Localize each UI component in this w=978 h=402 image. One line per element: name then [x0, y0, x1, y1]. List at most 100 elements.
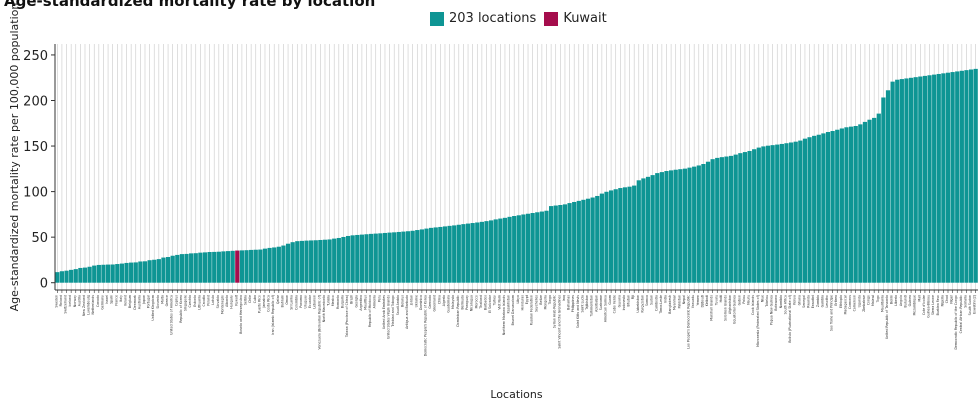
bar: [258, 249, 263, 283]
bar: [119, 263, 125, 283]
x-tick-label: Honduras: [520, 295, 524, 311]
x-tick-label: Somalia: [963, 295, 967, 308]
x-tick-label: Qatar: [276, 294, 280, 304]
x-tick-label: Zimbabwe: [862, 295, 866, 312]
x-tick-label: Rwanda: [807, 295, 811, 308]
x-tick-label: Turkey: [493, 295, 497, 306]
bar: [115, 264, 120, 283]
x-tick-label: Guinea: [908, 295, 912, 306]
bar: [715, 157, 720, 283]
bar: [516, 215, 521, 283]
legend-item-all: 203 locations: [430, 11, 536, 26]
bar: [895, 79, 900, 283]
x-tick-label: Jordan: [410, 295, 414, 306]
x-tick-label: Georgia: [354, 295, 358, 308]
bar: [590, 197, 595, 283]
bar: [355, 234, 360, 283]
bar: [281, 245, 286, 283]
bar: [138, 261, 143, 283]
bar: [401, 231, 406, 283]
x-tick-label: Kyrgyzstan: [640, 295, 644, 312]
bar: [936, 73, 941, 283]
bar: [350, 235, 355, 283]
x-tick-label: Netherlands: [91, 295, 95, 315]
x-tick-label: Nigeria: [940, 295, 944, 306]
bar: [765, 145, 771, 283]
bar: [129, 262, 134, 283]
bar: [369, 233, 374, 283]
bar: [544, 210, 549, 283]
bar: [622, 187, 628, 283]
x-tick-label: Bahrain: [280, 295, 284, 307]
bar: [908, 77, 914, 283]
bar: [165, 257, 171, 283]
bar: [530, 213, 535, 283]
x-tick-label: Lithuania: [197, 295, 201, 310]
bar: [295, 241, 300, 283]
x-tick-label: Madagascar: [843, 294, 847, 314]
bar: [862, 121, 868, 283]
bar: [87, 266, 92, 283]
x-tick-label: Mali: [917, 295, 921, 302]
y-tick-label: 200: [23, 94, 48, 109]
x-tick-label: Haiti: [719, 295, 723, 302]
bar: [465, 223, 471, 283]
bar: [59, 271, 65, 283]
x-tick-label: Lebanon: [313, 295, 317, 309]
bar: [110, 264, 115, 283]
x-tick-label: Bahamas: [567, 295, 571, 310]
x-tick-label: Kenya: [793, 295, 797, 305]
x-tick-label: Belarus: [400, 295, 404, 307]
x-tick-label: Fiji: [631, 295, 635, 299]
bar: [664, 171, 669, 283]
bar: [655, 173, 660, 283]
bar: [844, 127, 849, 283]
bar: [272, 247, 277, 283]
x-tick-label: Peru: [377, 295, 381, 302]
bar: [230, 250, 235, 283]
x-tick-label: Vanuatu: [691, 295, 695, 308]
x-tick-label: Congo: [867, 295, 871, 305]
x-tick-label: Austria: [77, 295, 81, 306]
legend: 203 locations Kuwait: [430, 11, 615, 26]
x-tick-label: Morocco: [474, 295, 478, 308]
x-tick-label: Syrian Arab Republic: [553, 295, 557, 328]
x-tick-label: Ukraine: [414, 295, 418, 307]
x-tick-label: Finland: [59, 295, 63, 306]
x-tick-label: Republic of Korea: [179, 295, 183, 323]
x-tick-label: Brunei Darussalam: [511, 295, 515, 325]
bar: [78, 267, 83, 283]
bar: [405, 231, 411, 283]
x-tick-label: Gambia: [820, 295, 824, 307]
x-tick-label: Saint Kitts and Nevis: [576, 295, 580, 328]
x-tick-label: Malta: [160, 295, 164, 304]
x-tick-label: Indonesia: [622, 295, 626, 310]
bar: [424, 228, 429, 283]
x-tick-label: Togo: [876, 295, 880, 303]
bar: [64, 270, 69, 283]
bar: [239, 250, 245, 283]
x-tick-label: Bhutan: [627, 295, 631, 306]
bar: [382, 232, 388, 283]
x-tick-label: Timor-Leste: [659, 295, 663, 315]
x-tick-label: Albania: [225, 295, 229, 307]
bar: [696, 165, 701, 283]
bar: [535, 212, 540, 283]
x-tick-label: Denmark: [133, 295, 137, 310]
x-tick-label: Turkmenistan: [590, 295, 594, 318]
x-tick-label: Sao Tome and Principe: [830, 295, 834, 331]
bar: [498, 218, 503, 283]
x-tick-label: Tuvalu: [714, 295, 718, 306]
bar: [438, 226, 443, 283]
x-tick-label: United States of America: [170, 295, 174, 335]
bar: [133, 262, 138, 283]
bar: [673, 169, 678, 283]
bar: [447, 225, 452, 283]
x-tick-label: Tunisia: [327, 295, 331, 307]
bar: [101, 264, 106, 283]
x-tick-label: Cuba: [253, 295, 257, 303]
x-tick-label: Cameroon: [853, 295, 857, 311]
bar: [549, 206, 554, 283]
y-tick-label: 0: [40, 277, 48, 292]
x-tick-label: Bangladesh: [668, 295, 672, 314]
